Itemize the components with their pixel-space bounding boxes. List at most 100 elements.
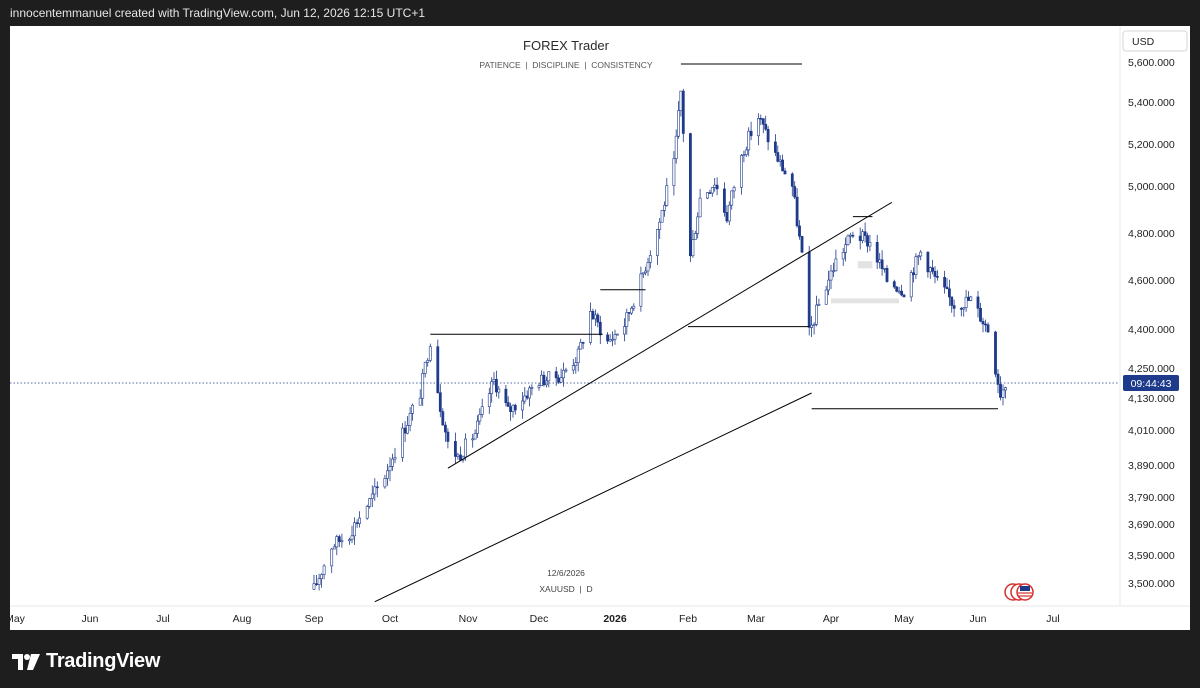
candle-body <box>606 334 610 342</box>
candle-body <box>478 413 482 422</box>
candle-body <box>509 406 513 413</box>
time-tick-label: Mar <box>747 613 766 625</box>
candle-body <box>849 234 852 237</box>
candle-body <box>969 296 973 301</box>
price-tick-label: 3,790.000 <box>1128 492 1175 504</box>
candle-body <box>630 307 633 314</box>
candle-body <box>727 204 731 222</box>
trendline[interactable] <box>374 392 812 603</box>
candle-body <box>776 152 780 162</box>
candle-body <box>868 242 872 247</box>
candle-body <box>739 155 743 188</box>
price-axis[interactable]: 5,600.000 5,400.000 5,200.000 5,000.000 4,80… <box>1128 57 1175 590</box>
candle-body <box>340 540 344 543</box>
candle-body <box>370 493 374 499</box>
time-axis[interactable]: May Jun Jul Aug Sep Oct Nov Dec 2026 Feb Mar Apr May… <box>5 613 1060 625</box>
candle-body <box>807 252 811 328</box>
candle-body <box>824 289 828 305</box>
candle-body <box>883 268 886 270</box>
candle-body <box>613 334 617 340</box>
candle-body <box>935 276 939 278</box>
candle-body <box>744 149 748 155</box>
candle-body <box>559 377 563 383</box>
candle-body <box>900 290 904 296</box>
candle-body <box>827 279 831 291</box>
price-tick-label: 4,130.000 <box>1128 393 1175 405</box>
candle-body <box>520 400 524 411</box>
candle-body <box>996 373 1000 385</box>
candle-body <box>476 420 479 434</box>
candle-body <box>952 305 956 309</box>
candle-body <box>672 158 676 186</box>
candle-body <box>368 498 372 507</box>
candle-body <box>423 362 427 374</box>
candle-body <box>615 333 619 336</box>
candle-body <box>408 412 412 426</box>
candle-body <box>999 384 1002 398</box>
candle-body <box>674 135 678 159</box>
candle-body <box>312 583 316 590</box>
candle-body <box>773 141 777 153</box>
tradingview-wordmark: TradingView <box>46 650 161 672</box>
candle-body <box>581 342 585 344</box>
flag-icon[interactable] <box>1004 583 1034 601</box>
candle-body <box>391 458 394 467</box>
candle-body <box>593 314 597 320</box>
candle-body <box>418 397 422 406</box>
candle-body <box>945 286 949 290</box>
candle-body <box>406 424 410 434</box>
candle-body <box>471 438 475 441</box>
candle-body <box>554 371 558 379</box>
zone-rect <box>857 261 873 269</box>
candle-body <box>315 583 318 586</box>
candle-body <box>337 536 341 542</box>
time-tick-label: May <box>10 613 26 625</box>
candle-body <box>976 296 980 309</box>
candle-body <box>625 312 629 327</box>
candle-body <box>421 372 425 399</box>
price-chart[interactable]: FOREX Trader PATIENCE | DISCIPLINE | CON… <box>5 26 1190 630</box>
candle-body <box>950 296 954 306</box>
watermark-title: FOREX Trader <box>523 38 610 53</box>
candle-body <box>834 258 838 272</box>
time-tick-label: Feb <box>679 613 697 625</box>
candle-body <box>962 307 966 310</box>
currency-button-label[interactable]: USD <box>1132 36 1155 48</box>
candle-body <box>386 470 389 479</box>
candle-body <box>829 270 833 281</box>
candle-body <box>513 404 517 411</box>
candle-body <box>459 454 462 461</box>
candle-body <box>611 338 614 341</box>
candle-body <box>497 388 501 393</box>
candle-body <box>815 304 818 325</box>
candle-body <box>851 234 855 237</box>
currency-button[interactable]: USD <box>1122 30 1188 52</box>
trendline[interactable] <box>447 201 893 469</box>
zones-layer <box>831 261 900 304</box>
candle-body <box>473 432 477 440</box>
candle-body <box>691 239 695 257</box>
chart-frame[interactable]: FOREX Trader PATIENCE | DISCIPLINE | CON… <box>5 26 1190 630</box>
candle-body <box>708 192 712 194</box>
time-tick-label: Jun <box>82 613 99 625</box>
candle-body <box>660 210 664 223</box>
price-tick-label: 5,000.000 <box>1128 181 1175 193</box>
price-tick-label: 5,600.000 <box>1128 57 1175 69</box>
candle-body <box>688 133 692 257</box>
price-tick-label: 4,800.000 <box>1128 228 1175 240</box>
candle-body <box>747 130 751 151</box>
candle-body <box>931 267 935 272</box>
price-tick-label: 3,690.000 <box>1128 519 1175 531</box>
tradingview-logo[interactable]: TradingView <box>12 650 160 673</box>
candle-body <box>841 252 845 260</box>
drawings-layer <box>374 63 998 603</box>
candle-body <box>705 192 709 199</box>
candle-body <box>453 441 457 457</box>
candle-body <box>648 255 652 263</box>
candle-body <box>698 197 702 218</box>
candle-body <box>909 272 913 298</box>
candle-body <box>456 454 460 457</box>
candle-body <box>928 267 932 273</box>
candle-body <box>863 231 867 236</box>
candle-body <box>1004 387 1007 391</box>
